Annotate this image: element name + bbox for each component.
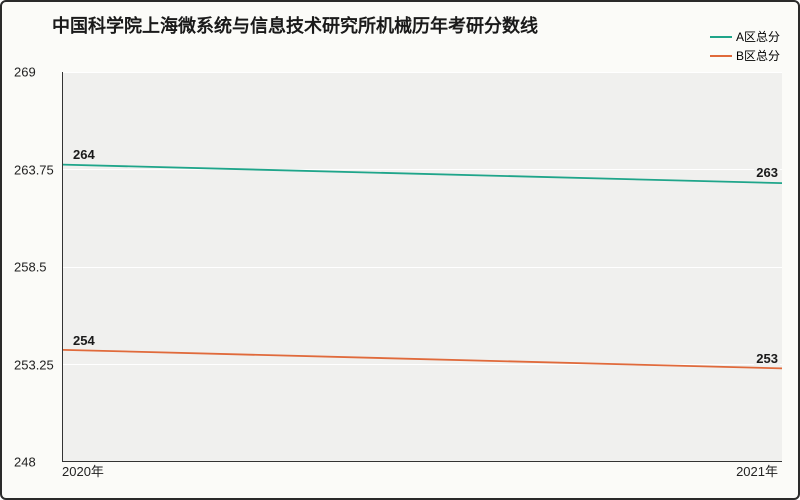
series-line-a [63, 165, 782, 184]
chart-lines [63, 72, 782, 461]
y-tick-3: 263.75 [14, 162, 54, 177]
y-tick-0: 248 [14, 455, 36, 470]
chart-title: 中国科学院上海微系统与信息技术研究所机械历年考研分数线 [52, 12, 538, 38]
legend: A区总分 B区总分 [710, 28, 780, 66]
data-label: 263 [754, 165, 780, 180]
legend-item-a: A区总分 [710, 28, 780, 45]
chart-container: 中国科学院上海微系统与信息技术研究所机械历年考研分数线 A区总分 B区总分 24… [0, 0, 800, 500]
series-line-b [63, 350, 782, 369]
x-tick-0: 2020年 [62, 461, 104, 480]
plot-area: 264 263 254 253 [62, 72, 782, 462]
legend-swatch-b [710, 55, 732, 57]
y-tick-2: 258.5 [14, 260, 47, 275]
legend-item-b: B区总分 [710, 47, 780, 64]
legend-label-b: B区总分 [736, 47, 780, 64]
y-tick-4: 269 [14, 65, 36, 80]
legend-label-a: A区总分 [736, 28, 780, 45]
x-tick-1: 2021年 [736, 461, 778, 480]
data-label: 264 [71, 147, 97, 162]
data-label: 254 [71, 333, 97, 348]
legend-swatch-a [710, 36, 732, 38]
y-tick-1: 253.25 [14, 357, 54, 372]
data-label: 253 [754, 351, 780, 366]
